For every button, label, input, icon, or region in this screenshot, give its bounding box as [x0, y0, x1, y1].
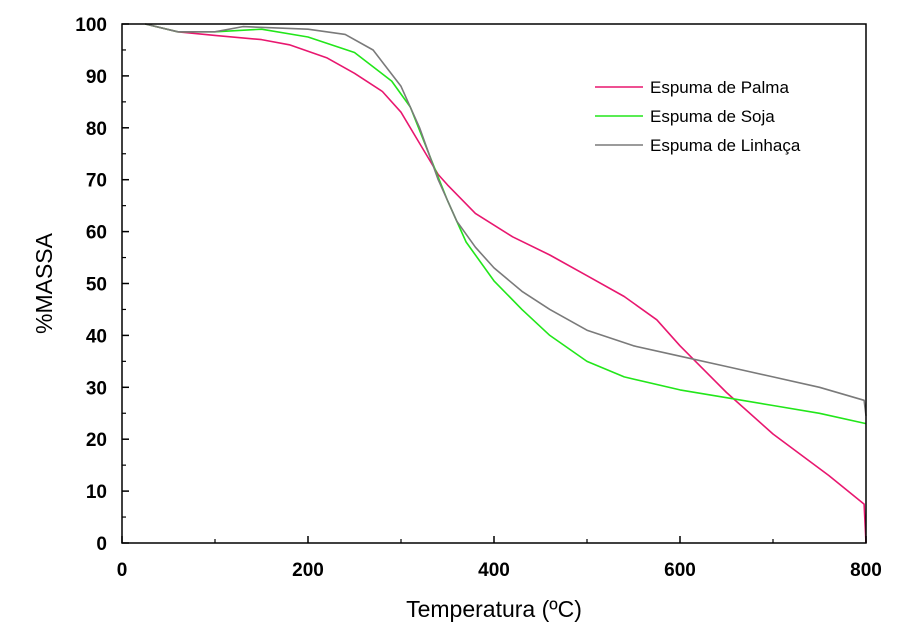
y-tick-label: 90	[86, 67, 107, 88]
tick-labels: 0 200 400 600 800 0 10 20 30 40 50 60 70 80 90 100	[75, 15, 882, 581]
x-tick-label: 600	[664, 560, 696, 581]
legend: Espuma de Palma Espuma de Soja Espuma de L…	[595, 78, 801, 155]
plot-frame	[121, 23, 867, 544]
x-tick-label: 800	[850, 560, 882, 581]
x-tick-label: 200	[292, 560, 324, 581]
y-tick-label: 30	[86, 378, 107, 399]
series-line-3	[145, 23, 867, 416]
legend-label-3: Espuma de Linhaça	[650, 136, 801, 155]
y-tick-label: 100	[75, 15, 107, 36]
ticks-layer	[121, 23, 867, 544]
legend-label-1: Espuma de Palma	[650, 78, 789, 97]
y-tick-label: 60	[86, 223, 107, 244]
y-tick-label: 70	[86, 171, 107, 192]
y-tick-label: 10	[86, 482, 107, 503]
series-layer	[145, 23, 867, 544]
y-tick-label: 40	[86, 326, 107, 347]
y-tick-label: 50	[86, 275, 107, 296]
y-tick-label: 0	[96, 534, 107, 555]
x-tick-label: 400	[478, 560, 510, 581]
x-tick-label: 0	[117, 560, 128, 581]
y-tick-label: 80	[86, 119, 107, 140]
y-axis-title: %MASSA	[31, 232, 57, 334]
y-tick-label: 20	[86, 430, 107, 451]
legend-label-2: Espuma de Soja	[650, 107, 775, 126]
series-line-1	[145, 23, 867, 544]
x-axis-title: Temperatura (ºC)	[406, 596, 582, 622]
series-line-2	[145, 23, 867, 425]
